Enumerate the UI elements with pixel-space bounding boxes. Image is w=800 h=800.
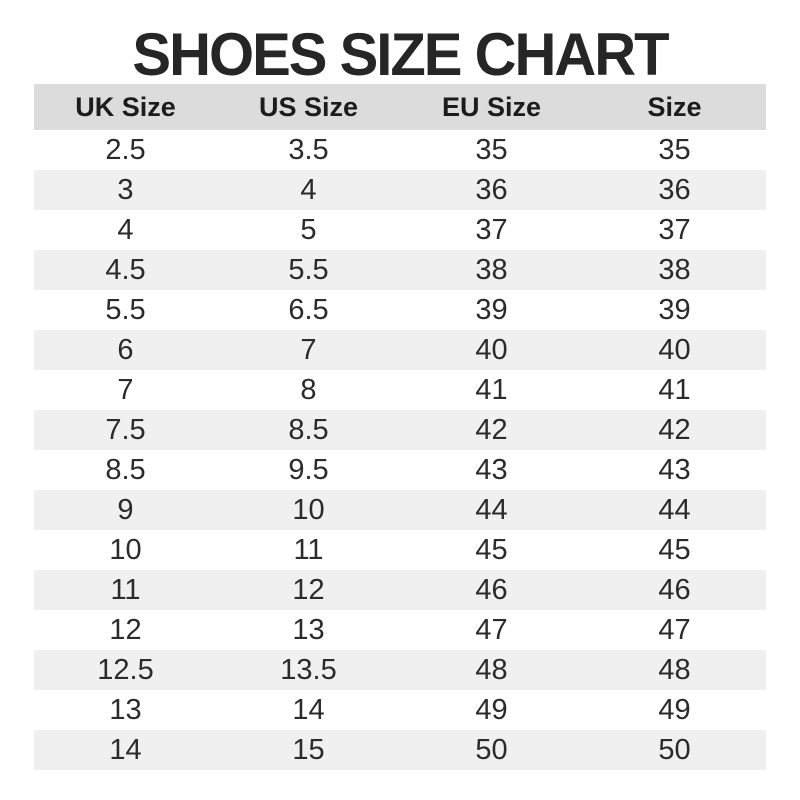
table-cell: 41 bbox=[658, 373, 691, 406]
table-cell: 13 bbox=[292, 613, 325, 646]
table-row: 4 5 37 37 bbox=[34, 210, 766, 250]
table-cell: 10 bbox=[292, 493, 325, 526]
table-row: 5.5 6.5 39 39 bbox=[34, 290, 766, 330]
table-row: 14 15 50 50 bbox=[34, 730, 766, 770]
table-cell: 41 bbox=[475, 373, 508, 406]
table-cell: 7.5 bbox=[105, 413, 146, 446]
table-cell: 50 bbox=[658, 733, 691, 766]
table-cell: 10 bbox=[109, 533, 142, 566]
table-cell: 35 bbox=[475, 133, 508, 166]
table-cell: 40 bbox=[475, 333, 508, 366]
table-cell: 49 bbox=[658, 693, 691, 726]
table-row: 9 10 44 44 bbox=[34, 490, 766, 530]
table-cell: 46 bbox=[658, 573, 691, 606]
table-cell: 5 bbox=[300, 213, 317, 246]
size-table-body: 2.5 3.5 35 35 3 4 36 36 4 5 37 37 4.5 5.5 38 38 5.5 6.5 39… bbox=[34, 130, 766, 770]
size-table: UK Size US Size EU Size Size 2.5 3.5 35 35 3… bbox=[34, 84, 766, 770]
table-cell: 36 bbox=[658, 173, 691, 206]
table-cell: 37 bbox=[475, 213, 508, 246]
table-cell: 12.5 bbox=[97, 653, 154, 686]
table-cell: 46 bbox=[475, 573, 508, 606]
table-cell: 2.5 bbox=[105, 133, 146, 166]
table-row: 11 12 46 46 bbox=[34, 570, 766, 610]
table-row: 7 8 41 41 bbox=[34, 370, 766, 410]
table-cell: 47 bbox=[658, 613, 691, 646]
table-cell: 13.5 bbox=[280, 653, 337, 686]
table-cell: 7 bbox=[117, 373, 134, 406]
table-cell: 3 bbox=[117, 173, 134, 206]
table-row: 2.5 3.5 35 35 bbox=[34, 130, 766, 170]
table-cell: 48 bbox=[658, 653, 691, 686]
size-table-head: UK Size US Size EU Size Size bbox=[34, 84, 766, 130]
table-cell: 11 bbox=[110, 573, 141, 606]
size-table-container: UK Size US Size EU Size Size 2.5 3.5 35 35 3… bbox=[34, 84, 766, 770]
table-cell: 43 bbox=[475, 453, 508, 486]
table-row: 3 4 36 36 bbox=[34, 170, 766, 210]
header-cell-uk-size: UK Size bbox=[34, 84, 217, 130]
table-cell: 38 bbox=[475, 253, 508, 286]
table-cell: 9.5 bbox=[288, 453, 329, 486]
table-cell: 4 bbox=[117, 213, 134, 246]
table-cell: 12 bbox=[292, 573, 325, 606]
table-cell: 45 bbox=[475, 533, 508, 566]
table-cell: 15 bbox=[292, 733, 325, 766]
table-cell: 13 bbox=[109, 693, 142, 726]
header-cell-us-size: US Size bbox=[217, 84, 400, 130]
table-cell: 48 bbox=[475, 653, 508, 686]
table-cell: 14 bbox=[109, 733, 142, 766]
table-cell: 42 bbox=[658, 413, 691, 446]
table-row: 10 11 45 45 bbox=[34, 530, 766, 570]
table-cell: 5.5 bbox=[288, 253, 329, 286]
table-cell: 8 bbox=[300, 373, 317, 406]
header-cell-eu-size: EU Size bbox=[400, 84, 583, 130]
table-cell: 8.5 bbox=[105, 453, 146, 486]
table-cell: 38 bbox=[658, 253, 691, 286]
table-cell: 3.5 bbox=[288, 133, 329, 166]
table-cell: 42 bbox=[475, 413, 508, 446]
table-cell: 40 bbox=[658, 333, 691, 366]
table-row: 8.5 9.5 43 43 bbox=[34, 450, 766, 490]
table-cell: 44 bbox=[658, 493, 691, 526]
table-cell: 5.5 bbox=[105, 293, 146, 326]
table-cell: 35 bbox=[658, 133, 691, 166]
table-cell: 6 bbox=[117, 333, 134, 366]
page-title: SHOES SIZE CHART bbox=[132, 20, 669, 89]
table-cell: 12 bbox=[109, 613, 142, 646]
table-row: 6 7 40 40 bbox=[34, 330, 766, 370]
table-cell: 7 bbox=[300, 333, 317, 366]
table-header-row: UK Size US Size EU Size Size bbox=[34, 84, 766, 130]
table-cell: 37 bbox=[658, 213, 691, 246]
table-row: 12 13 47 47 bbox=[34, 610, 766, 650]
table-cell: 39 bbox=[475, 293, 508, 326]
table-cell: 39 bbox=[658, 293, 691, 326]
table-row: 12.5 13.5 48 48 bbox=[34, 650, 766, 690]
table-cell: 6.5 bbox=[288, 293, 329, 326]
table-cell: 4 bbox=[300, 173, 317, 206]
table-cell: 44 bbox=[475, 493, 508, 526]
table-cell: 49 bbox=[475, 693, 508, 726]
table-cell: 50 bbox=[475, 733, 508, 766]
table-cell: 8.5 bbox=[288, 413, 329, 446]
table-cell: 14 bbox=[292, 693, 325, 726]
header-cell-size: Size bbox=[583, 84, 766, 130]
table-cell: 47 bbox=[475, 613, 508, 646]
table-cell: 11 bbox=[293, 533, 324, 566]
table-row: 4.5 5.5 38 38 bbox=[34, 250, 766, 290]
table-row: 7.5 8.5 42 42 bbox=[34, 410, 766, 450]
table-row: 13 14 49 49 bbox=[34, 690, 766, 730]
table-cell: 45 bbox=[658, 533, 691, 566]
table-cell: 4.5 bbox=[105, 253, 146, 286]
table-cell: 36 bbox=[475, 173, 508, 206]
table-cell: 9 bbox=[117, 493, 134, 526]
table-cell: 43 bbox=[658, 453, 691, 486]
